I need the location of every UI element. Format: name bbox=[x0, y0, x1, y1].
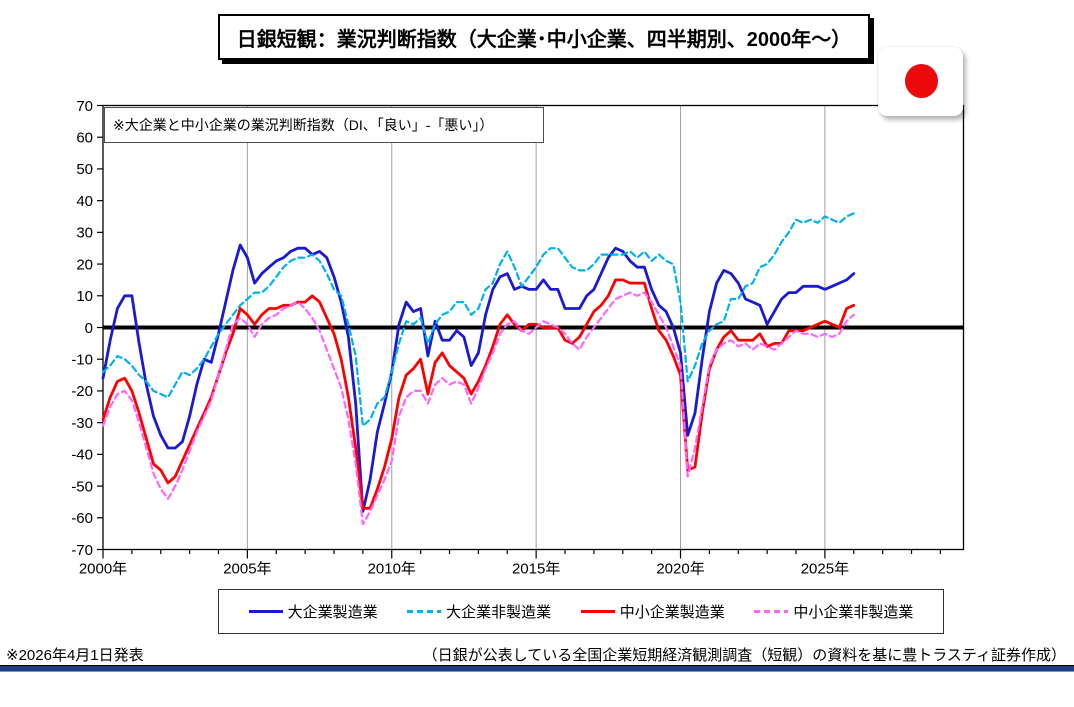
legend-label: 大企業非製造業 bbox=[446, 604, 552, 621]
svg-text:-70: -70 bbox=[71, 542, 93, 559]
svg-text:-20: -20 bbox=[71, 383, 93, 400]
legend-item-small-nonmanufacturing: 中小企業非製造業 bbox=[754, 601, 913, 622]
legend-line-sample-large-manufacturing bbox=[248, 610, 283, 613]
svg-text:40: 40 bbox=[76, 193, 93, 210]
svg-text:-50: -50 bbox=[71, 478, 93, 495]
legend-label: 中小企業製造業 bbox=[619, 604, 725, 621]
chart-annotation-text: ※大企業と中小企業の業況判断指数（DI、「良い」-「悪い」） bbox=[113, 117, 494, 133]
svg-text:2020年: 2020年 bbox=[656, 561, 704, 578]
legend-label: 中小企業非製造業 bbox=[793, 604, 914, 621]
page-title: 日銀短観：業況判断指数（大企業･中小企業、四半期別、2000年～） bbox=[236, 28, 852, 51]
svg-text:0: 0 bbox=[85, 320, 93, 337]
svg-text:-60: -60 bbox=[71, 510, 93, 527]
svg-text:50: 50 bbox=[76, 161, 93, 178]
svg-text:-40: -40 bbox=[71, 447, 93, 464]
title-box: 日銀短観：業況判断指数（大企業･中小企業、四半期別、2000年～） bbox=[218, 14, 870, 60]
chart-legend: 大企業製造業 大企業非製造業 中小企業製造業 中小企業非製造業 bbox=[218, 589, 944, 634]
chart-annotation-box: ※大企業と中小企業の業況判断指数（DI、「良い」-「悪い」） bbox=[104, 107, 544, 143]
svg-text:2005年: 2005年 bbox=[223, 561, 271, 578]
svg-text:2025年: 2025年 bbox=[801, 561, 849, 578]
svg-text:60: 60 bbox=[76, 129, 93, 146]
svg-text:-30: -30 bbox=[71, 415, 93, 432]
legend-item-small-manufacturing: 中小企業製造業 bbox=[580, 601, 725, 622]
bottom-divider-rule bbox=[0, 665, 1074, 672]
svg-text:2015年: 2015年 bbox=[512, 561, 560, 578]
svg-text:2000年: 2000年 bbox=[79, 561, 127, 578]
svg-text:2010年: 2010年 bbox=[368, 561, 416, 578]
svg-text:20: 20 bbox=[76, 256, 93, 273]
svg-text:-10: -10 bbox=[71, 351, 93, 368]
legend-label: 大企業製造業 bbox=[287, 604, 378, 621]
legend-line-sample-small-manufacturing bbox=[580, 610, 615, 613]
svg-text:10: 10 bbox=[76, 288, 93, 305]
svg-text:30: 30 bbox=[76, 225, 93, 242]
legend-line-sample-small-nonmanufacturing bbox=[754, 610, 789, 613]
legend-line-sample-large-nonmanufacturing bbox=[407, 610, 442, 613]
release-date-note: ※2026年4月1日発表 bbox=[6, 647, 144, 664]
japan-flag-icon bbox=[878, 47, 963, 116]
legend-item-large-nonmanufacturing: 大企業非製造業 bbox=[407, 601, 551, 622]
japan-flag-red-disc bbox=[905, 64, 938, 98]
legend-item-large-manufacturing: 大企業製造業 bbox=[248, 601, 378, 622]
svg-text:70: 70 bbox=[76, 98, 93, 115]
source-credit: （日銀が公表している全国企業短期経済観測調査（短観）の資料を基に豊トラスティ証券… bbox=[422, 647, 1066, 664]
